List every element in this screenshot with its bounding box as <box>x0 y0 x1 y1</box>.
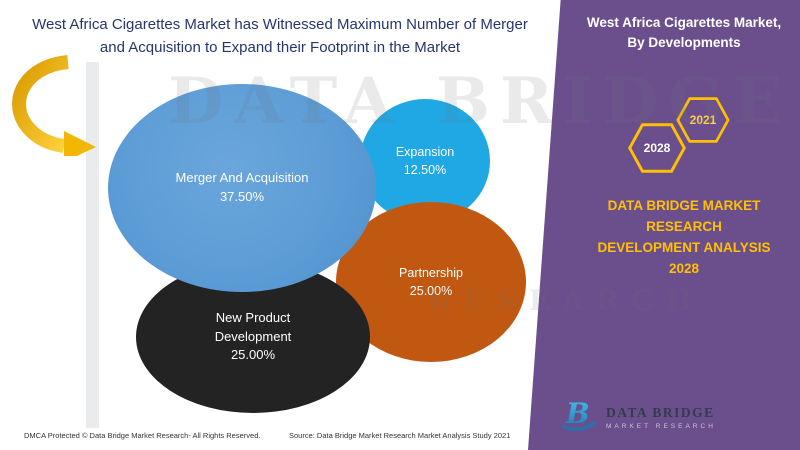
year-label-2021: 2021 <box>689 113 717 127</box>
analysis-line: DATA BRIDGE MARKET <box>607 198 761 213</box>
page-title: West Africa Cigarettes Market has Witnes… <box>32 16 528 56</box>
bubble-value: 25.00% <box>230 347 276 363</box>
year-label-2028: 2028 <box>643 141 671 155</box>
dmca-notice: DMCA Protected © Data Bridge Market Rese… <box>24 431 261 440</box>
bubble-value: 12.50% <box>403 163 447 177</box>
bubble-value: 37.50% <box>219 189 265 204</box>
brand-tagline: MARKET RESEARCH <box>606 423 716 430</box>
analysis-line: RESEARCH <box>646 218 722 234</box>
curved-arrow-icon <box>6 52 102 162</box>
analysis-line: 2028 <box>668 260 700 276</box>
brand-name: DATA BRIDGE <box>606 405 715 420</box>
analysis-text: DATA BRIDGE MARKET RESEARCH DEVELOPMENT … <box>582 196 786 280</box>
brand-logo-text: DATA BRIDGE MARKET RESEARCH <box>606 405 716 430</box>
bubble-merger-and-acquisition: Merger And Acquisition 37.50% <box>108 84 376 292</box>
hexagon-2028: 2028 <box>626 123 688 173</box>
bubble-label: Merger And Acquisition <box>175 170 309 186</box>
bubble-value: 25.00% <box>409 284 453 298</box>
hexagon-2021: 2021 <box>676 97 730 143</box>
bubble-label: Expansion <box>395 144 455 159</box>
source-note: Source: Data Bridge Market Research Mark… <box>289 431 511 440</box>
panel-title: West Africa Cigarettes Market, By Develo… <box>586 15 782 51</box>
data-bridge-logo-icon: B <box>560 397 598 438</box>
year-hexagons: 2028 2021 <box>618 95 748 180</box>
bubble-label: Partnership <box>399 265 463 280</box>
analysis-line: DEVELOPMENT ANALYSIS <box>597 239 771 255</box>
brand-logo: B DATA BRIDGE MARKET RESEARCH <box>560 397 716 438</box>
bubble-label: New Product Development <box>214 309 292 344</box>
side-panel: West Africa Cigarettes Market, By Develo… <box>528 0 800 450</box>
svg-text:B: B <box>565 397 590 430</box>
